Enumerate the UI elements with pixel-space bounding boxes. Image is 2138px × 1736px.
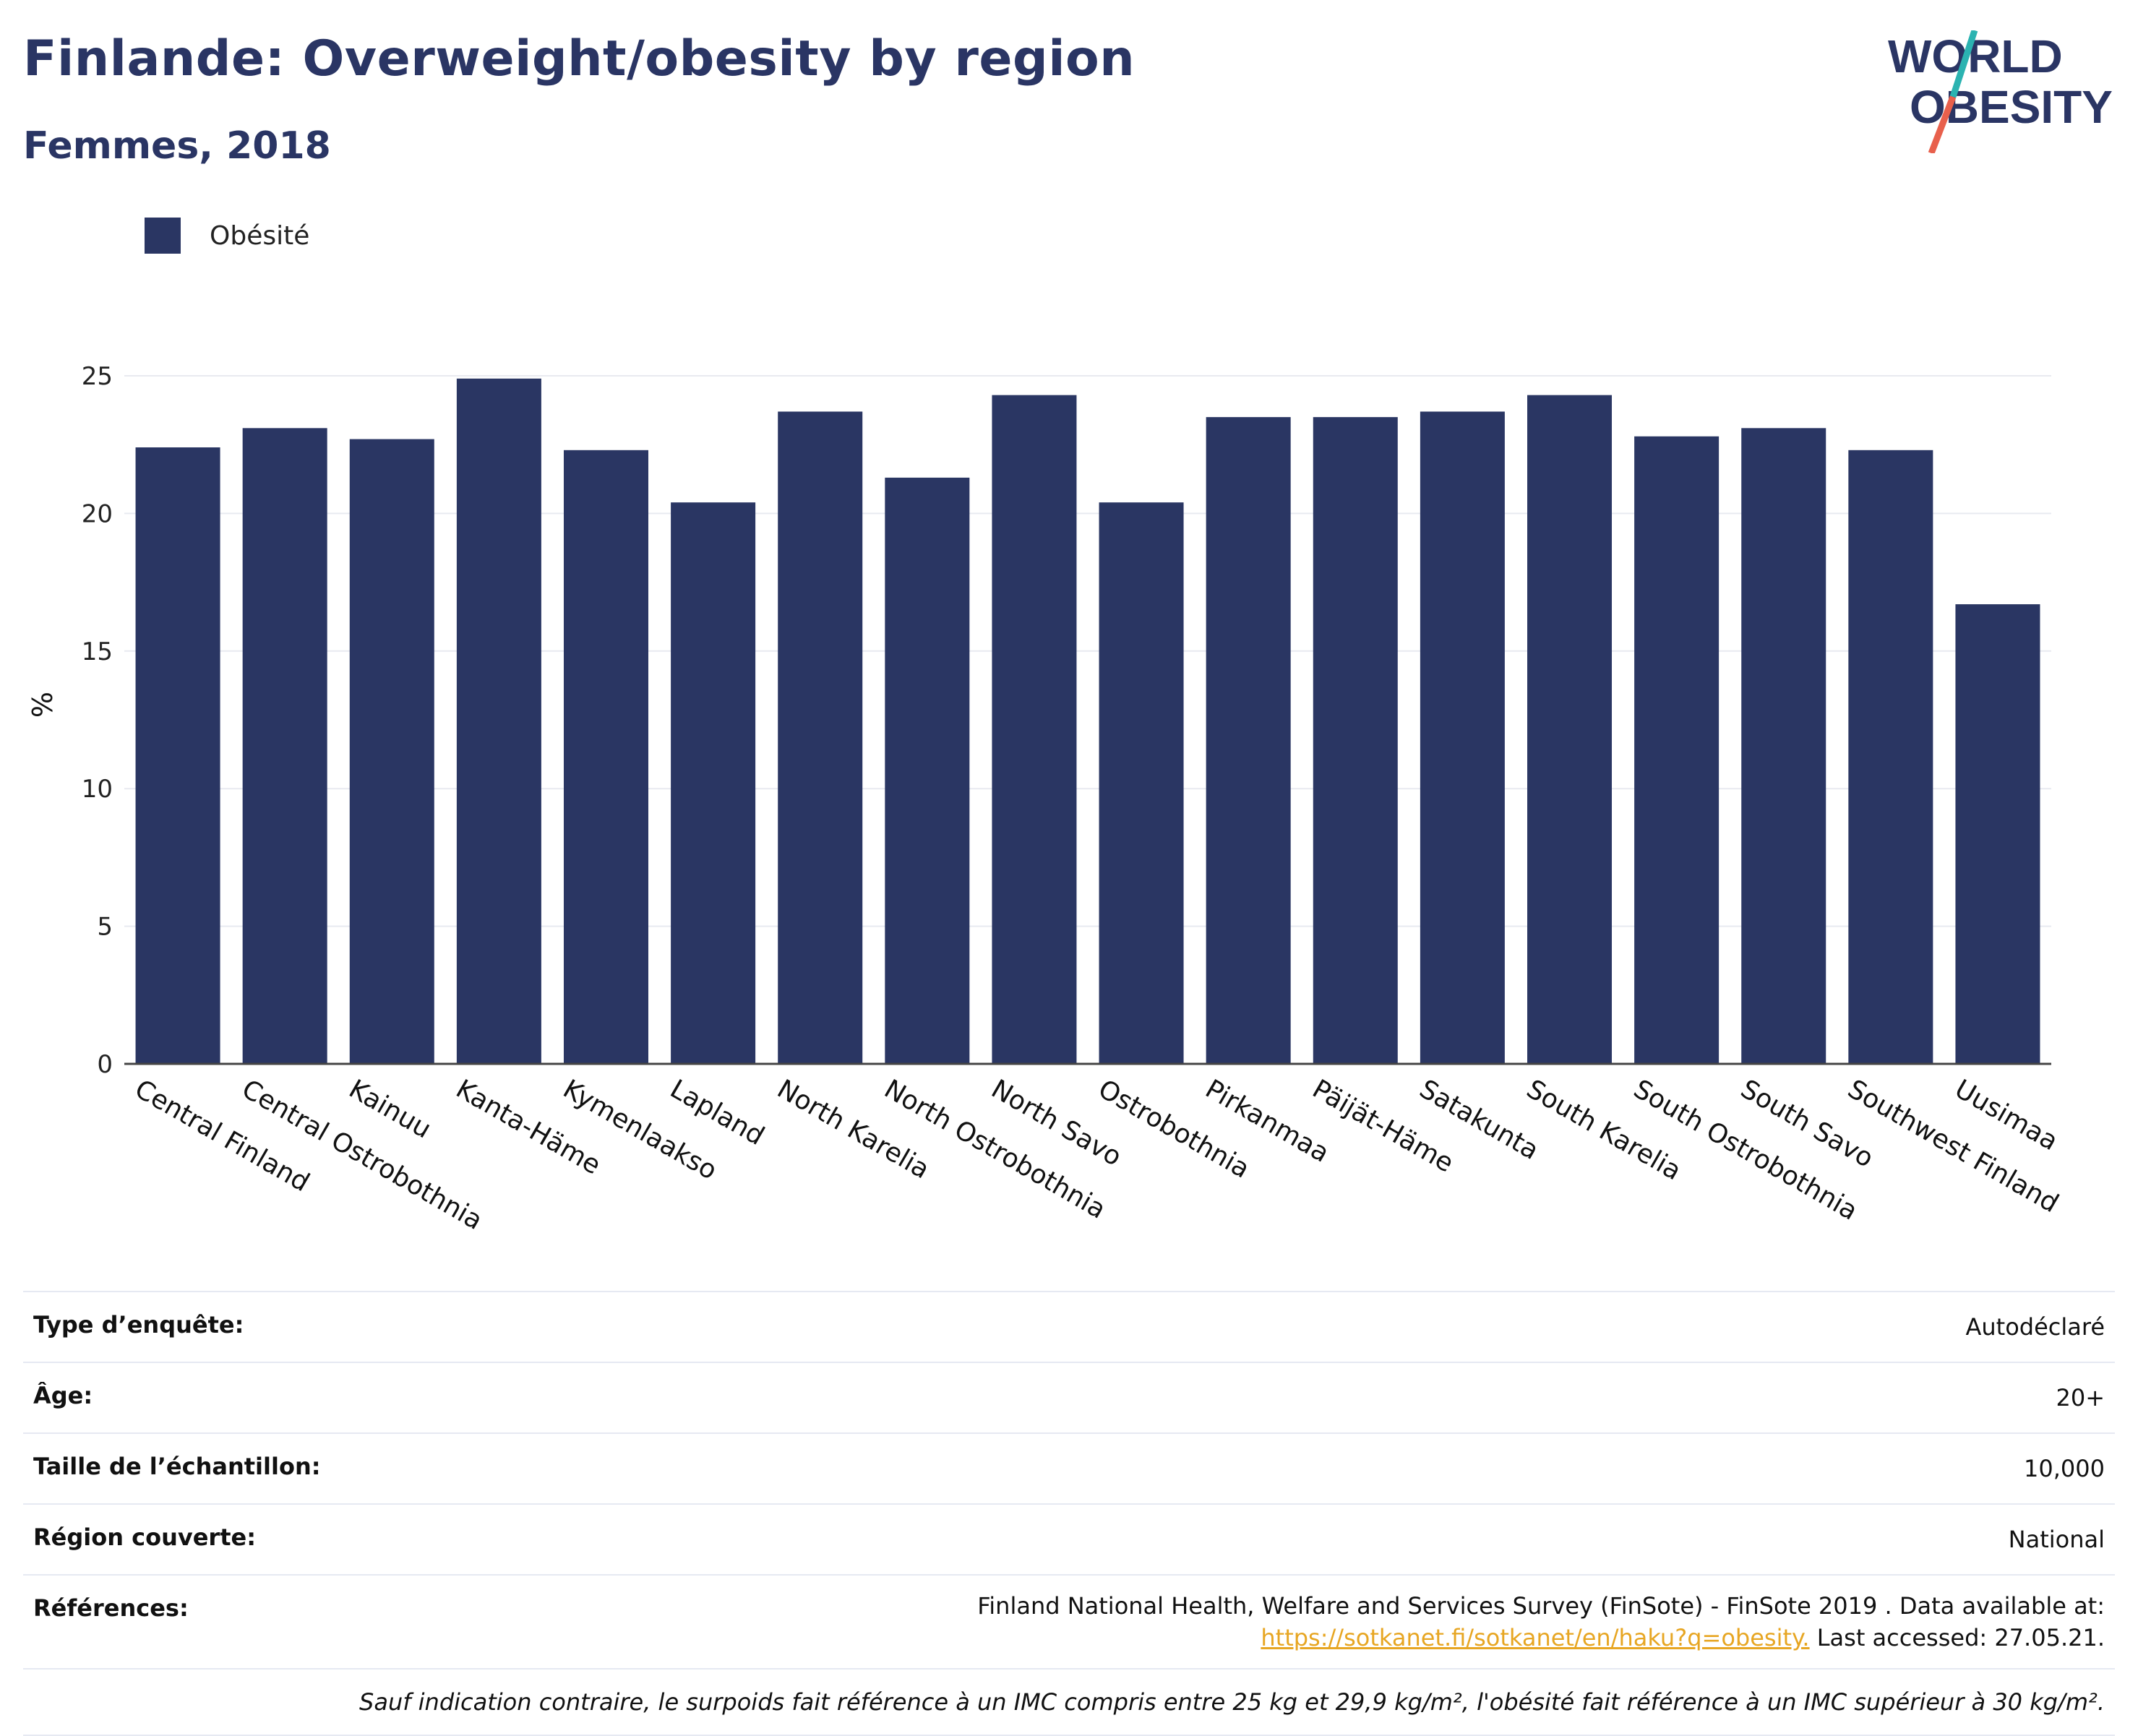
y-tick-label: 25 bbox=[82, 362, 113, 391]
gridlines bbox=[124, 375, 2051, 927]
legend-label-obesite: Obésité bbox=[210, 220, 310, 251]
region-value: National bbox=[2008, 1526, 2105, 1553]
bar bbox=[1099, 502, 1184, 1064]
bar bbox=[135, 447, 220, 1064]
bar bbox=[671, 502, 756, 1064]
bar bbox=[1313, 417, 1398, 1064]
references-link[interactable]: https://sotkanet.fi/sotkanet/en/haku?q=o… bbox=[1261, 1624, 1810, 1651]
bar bbox=[885, 477, 970, 1064]
y-tick-label: 20 bbox=[82, 499, 113, 528]
bar bbox=[1955, 604, 2040, 1064]
bar bbox=[242, 428, 327, 1064]
y-tick-label: 10 bbox=[82, 775, 113, 804]
y-tick-label: 15 bbox=[82, 637, 113, 666]
y-tick-label: 5 bbox=[97, 913, 113, 942]
y-axis-label: % bbox=[27, 692, 59, 718]
definition-note: Sauf indication contraire, le surpoids f… bbox=[23, 1668, 2115, 1736]
sample-size-row: Taille de l’échantillon: 10,000 bbox=[23, 1432, 2115, 1503]
survey-info-table: Type d’enquête: Autodéclaré Âge: 20+ Tai… bbox=[23, 1291, 2115, 1736]
bar bbox=[778, 411, 863, 1064]
y-tick-label: 0 bbox=[97, 1050, 113, 1079]
logo-slash-teal bbox=[1949, 30, 1978, 98]
world-obesity-logo: WORLD OBESITY bbox=[1888, 30, 2113, 153]
bar bbox=[349, 439, 434, 1064]
bar bbox=[1420, 411, 1505, 1064]
bar bbox=[1206, 417, 1291, 1064]
references-label: Références: bbox=[33, 1594, 189, 1622]
survey-type-label: Type d’enquête: bbox=[33, 1311, 244, 1338]
chart-title: Finlande: Overweight/obesity by region bbox=[23, 30, 1135, 87]
sample-size-label: Taille de l’échantillon: bbox=[33, 1453, 321, 1480]
bar bbox=[456, 378, 541, 1064]
references-last-accessed: Last accessed: 27.05.21. bbox=[1809, 1624, 2105, 1651]
bars bbox=[135, 378, 2040, 1064]
region-row: Région couverte: National bbox=[23, 1503, 2115, 1574]
age-label: Âge: bbox=[33, 1382, 93, 1409]
age-row: Âge: 20+ bbox=[23, 1362, 2115, 1432]
x-tick-label: Kainuu bbox=[344, 1074, 436, 1144]
region-label: Région couverte: bbox=[33, 1524, 256, 1551]
y-axis-ticks: 0 5 10 15 20 25 bbox=[82, 362, 113, 1079]
logo-slash-coral bbox=[1928, 95, 1957, 153]
bar bbox=[1848, 450, 1933, 1064]
chart-legend: Obésité bbox=[145, 217, 309, 254]
age-value: 20+ bbox=[2056, 1384, 2105, 1411]
survey-type-row: Type d’enquête: Autodéclaré bbox=[23, 1291, 2115, 1362]
x-tick-label: Central Finland bbox=[130, 1074, 314, 1198]
bar bbox=[1741, 428, 1826, 1064]
survey-type-value: Autodéclaré bbox=[1965, 1313, 2105, 1341]
legend-swatch-obesite bbox=[145, 218, 181, 254]
logo-text-world: WORLD bbox=[1888, 30, 2063, 82]
references-value: Finland National Health, Welfare and Ser… bbox=[977, 1590, 2105, 1654]
bar bbox=[1527, 395, 1613, 1064]
references-row: Références: Finland National Health, Wel… bbox=[23, 1574, 2115, 1668]
chart-subtitle: Femmes, 2018 bbox=[23, 124, 331, 168]
bar bbox=[1634, 436, 1720, 1064]
bar bbox=[563, 450, 649, 1064]
bar bbox=[992, 395, 1077, 1064]
sample-size-value: 10,000 bbox=[2024, 1455, 2105, 1482]
references-text: Finland National Health, Welfare and Ser… bbox=[977, 1592, 2105, 1620]
